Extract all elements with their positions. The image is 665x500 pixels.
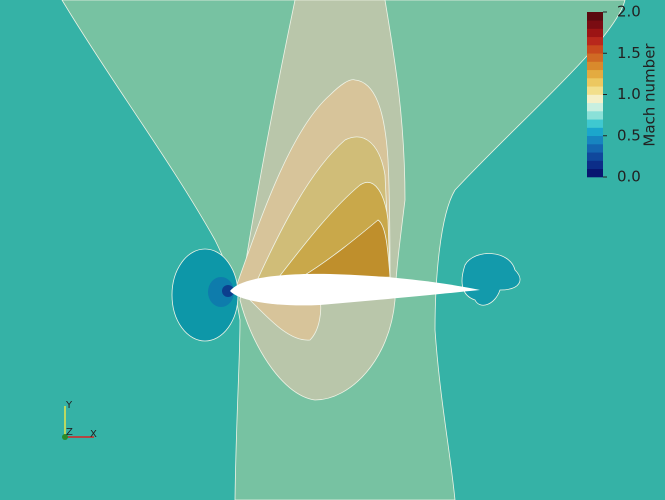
colorbar-band (587, 152, 603, 161)
colorbar-band (587, 86, 603, 95)
tick-label: 1.5 (617, 44, 641, 62)
colorbar-band (587, 53, 603, 62)
colorbar-band (587, 78, 603, 87)
contour (222, 285, 234, 297)
colorbar-band (587, 69, 603, 79)
colorbar-band (587, 168, 603, 178)
colorbar-band (587, 102, 603, 112)
colorbar-band (587, 45, 603, 54)
contour (249, 299, 322, 341)
colorbar-title: Mach number (641, 43, 659, 147)
colorbar-band (587, 61, 603, 71)
y-label: Y (65, 400, 73, 411)
contour (461, 253, 521, 306)
colorbar-band (587, 111, 603, 120)
airfoil (230, 273, 480, 306)
contour (208, 277, 234, 307)
tick-label: 2.0 (617, 3, 641, 21)
colorbar-band (587, 144, 603, 153)
colorbar: 0.0 0.5 1.0 1.5 2.0 (587, 3, 641, 186)
colorbar-band (587, 28, 603, 38)
colorbar-band (587, 94, 603, 104)
colorbar-band (587, 20, 603, 29)
tick-label: 1.0 (617, 85, 641, 103)
colorbar-band (587, 127, 603, 137)
colorbar-band (587, 135, 603, 145)
z-axis (62, 434, 68, 440)
tick-label: 0.0 (617, 168, 641, 186)
z-label: Z (66, 427, 73, 438)
tick-label: 0.5 (617, 126, 641, 144)
axes-triad: Y Z X (62, 400, 97, 440)
colorbar-band (587, 160, 603, 170)
colorbar-band (587, 12, 603, 21)
x-label: X (90, 429, 97, 440)
colorbar-band (587, 119, 603, 128)
colorbar-band (587, 36, 603, 46)
